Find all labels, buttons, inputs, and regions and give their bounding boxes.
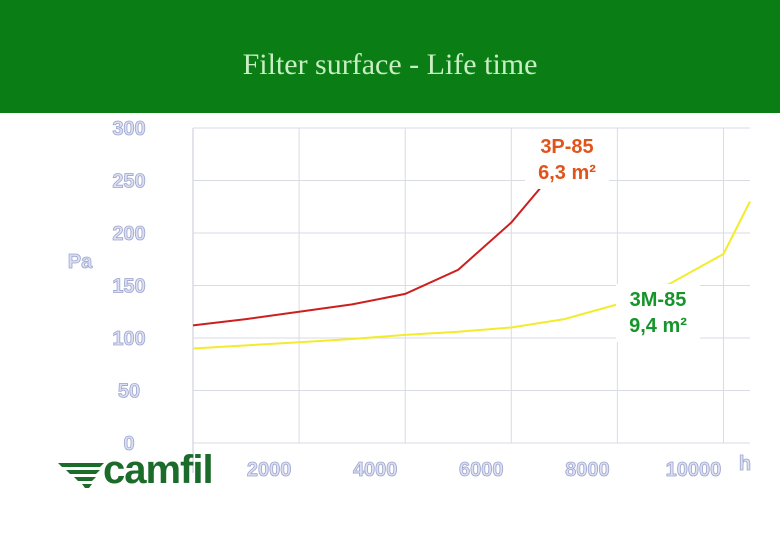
y-axis-label: Pa (68, 251, 93, 273)
x-tick-label: 6000 (459, 459, 504, 481)
series-label-bg (616, 284, 700, 342)
chart-title: Filter surface - Life time (242, 48, 538, 81)
title-bar: Filter surface - Life time (0, 0, 780, 113)
x-axis-label: h (739, 453, 751, 475)
x-tick-label: 2000 (247, 459, 292, 481)
y-tick-label: 300 (112, 118, 145, 140)
y-tick-label: 100 (112, 328, 145, 350)
series-line-1 (192, 201, 751, 350)
camfil-logo-text: camfil (103, 448, 214, 492)
y-tick-label: 250 (112, 171, 145, 193)
x-tick-label: 4000 (353, 459, 398, 481)
y-tick-label: 50 (118, 381, 140, 403)
y-tick-label: 150 (112, 276, 145, 298)
series-label: 3P-85 (540, 136, 593, 158)
series-label: 6,3 m² (538, 162, 596, 184)
series-line-0 (192, 158, 566, 327)
series-label-bg (525, 131, 609, 189)
series-label: 3M-85 (630, 289, 687, 311)
y-tick-label: 0 (123, 433, 134, 455)
x-tick-label: 8000 (565, 459, 610, 481)
x-tick-label: 10000 (666, 459, 722, 481)
camfil-wing-logo-icon (58, 463, 104, 488)
y-tick-label: 200 (112, 223, 145, 245)
series-label: 9,4 m² (629, 315, 687, 337)
